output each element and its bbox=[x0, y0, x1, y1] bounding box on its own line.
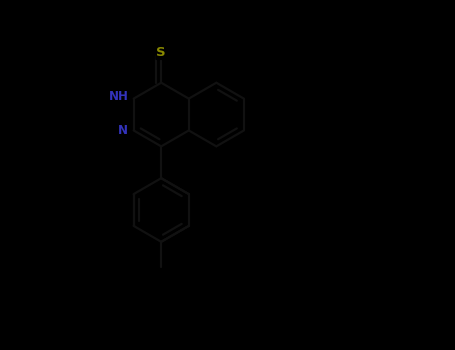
Text: N: N bbox=[118, 124, 128, 137]
Text: S: S bbox=[157, 46, 166, 59]
Text: NH: NH bbox=[108, 90, 128, 103]
